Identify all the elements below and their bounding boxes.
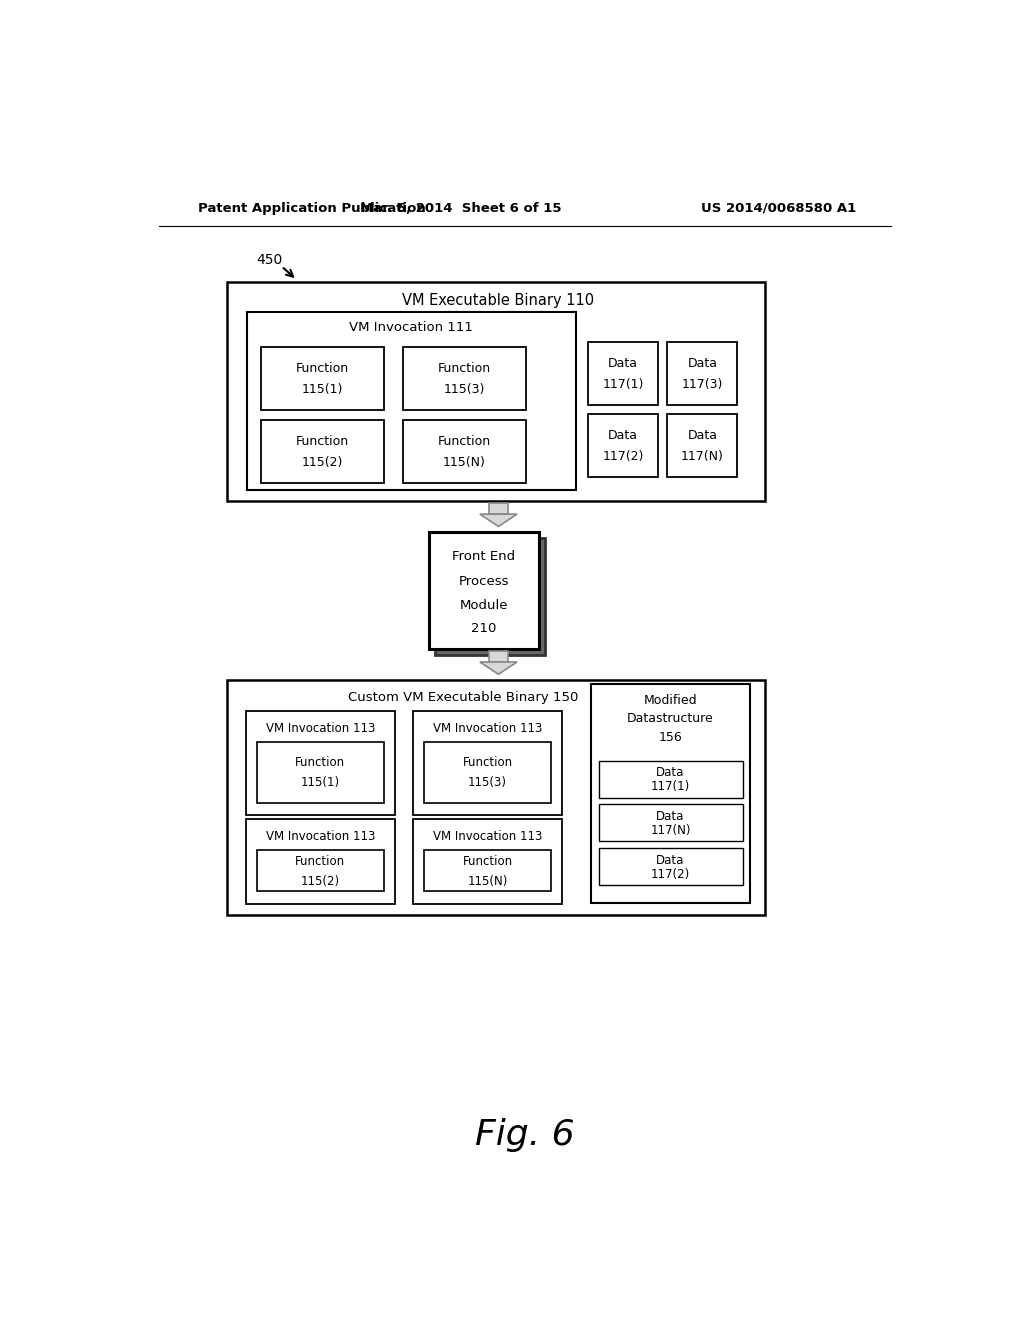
Text: VM Invocation 111: VM Invocation 111 [349,321,473,334]
Text: 117(2): 117(2) [651,869,690,880]
Text: Process: Process [459,576,509,589]
Text: Function: Function [296,362,349,375]
Text: Datastructure: Datastructure [627,713,714,726]
Bar [257,742,384,803]
Bar [668,414,737,478]
Text: Function: Function [463,855,513,869]
Text: VM Invocation 113: VM Invocation 113 [265,722,375,735]
Text: Front End: Front End [453,550,515,564]
Bar [599,760,742,797]
Bar [227,681,765,915]
Bar [261,347,384,411]
Text: VM Invocation 113: VM Invocation 113 [433,722,543,735]
Bar [668,342,737,405]
Text: 115(2): 115(2) [301,875,340,888]
Text: 156: 156 [658,731,682,744]
Text: Modified: Modified [644,694,697,708]
Text: Mar. 6, 2014  Sheet 6 of 15: Mar. 6, 2014 Sheet 6 of 15 [360,202,562,215]
Text: 115(N): 115(N) [467,875,508,888]
Text: 117(1): 117(1) [602,378,644,391]
Text: Function: Function [295,756,345,770]
Text: 115(3): 115(3) [468,776,507,789]
Bar [414,818,562,904]
Text: 117(3): 117(3) [682,378,723,391]
Bar [489,651,508,663]
Text: Function: Function [295,855,345,869]
Text: 117(N): 117(N) [681,450,724,463]
Bar [589,342,658,405]
Text: 115(1): 115(1) [302,383,343,396]
Bar [414,711,562,816]
Text: Module: Module [460,599,508,612]
Text: 117(1): 117(1) [651,780,690,793]
Text: Function: Function [463,756,513,770]
Text: Data: Data [656,810,685,824]
Bar [403,347,525,411]
Text: Data: Data [608,429,638,442]
Bar [429,532,539,649]
Bar [599,849,742,886]
Text: VM Invocation 113: VM Invocation 113 [433,829,543,842]
Text: Fig. 6: Fig. 6 [475,1118,574,1152]
Bar [424,850,551,891]
Bar [592,684,751,903]
Text: VM Invocation 113: VM Invocation 113 [265,829,375,842]
Bar [599,804,742,841]
Text: 115(2): 115(2) [302,455,343,469]
Bar [403,420,525,483]
Text: Data: Data [608,356,638,370]
Text: Function: Function [438,436,490,449]
Text: VM Executable Binary 110: VM Executable Binary 110 [402,293,595,309]
Bar [489,503,508,515]
Text: 210: 210 [471,622,497,635]
Text: 450: 450 [257,253,283,267]
Text: Custom VM Executable Binary 150: Custom VM Executable Binary 150 [347,690,578,704]
Text: Patent Application Publication: Patent Application Publication [198,202,426,215]
Text: Data: Data [656,767,685,779]
Bar [257,850,384,891]
Polygon shape [480,663,517,675]
Text: Data: Data [656,854,685,867]
Text: 115(N): 115(N) [443,455,485,469]
Polygon shape [480,515,517,527]
Text: Function: Function [296,436,349,449]
Bar [435,539,545,655]
Text: 117(2): 117(2) [602,450,644,463]
Bar [589,414,658,478]
Bar [247,313,575,490]
Bar [261,420,384,483]
Text: US 2014/0068580 A1: US 2014/0068580 A1 [701,202,856,215]
Bar [227,281,765,502]
Bar [246,711,394,816]
Bar [246,818,394,904]
Text: Data: Data [687,356,717,370]
Text: 117(N): 117(N) [650,824,691,837]
Text: 115(3): 115(3) [443,383,485,396]
Text: Data: Data [687,429,717,442]
Text: 115(1): 115(1) [301,776,340,789]
Bar [424,742,551,803]
Text: Function: Function [438,362,490,375]
